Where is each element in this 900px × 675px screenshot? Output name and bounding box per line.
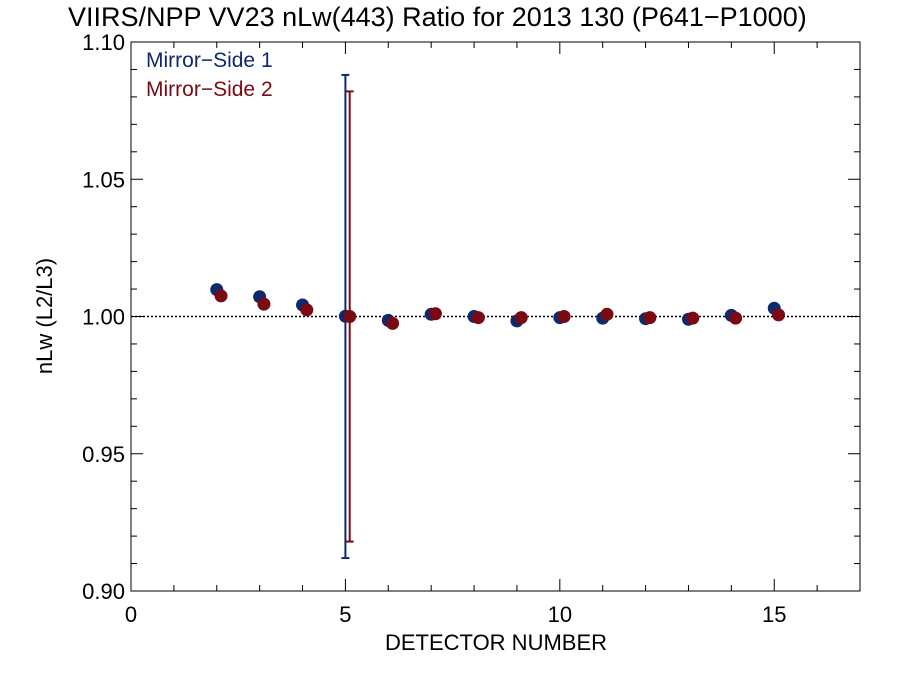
data-point-series-2 xyxy=(428,307,442,321)
data-point-series-2 xyxy=(643,311,657,325)
data-points xyxy=(210,283,786,330)
data-point-series-2 xyxy=(386,316,400,330)
data-point-series-2 xyxy=(343,310,357,323)
axis-ticks xyxy=(130,41,860,592)
legend-entry-mirror-side-1: Mirror−Side 1 xyxy=(146,49,273,72)
data-point-series-2 xyxy=(686,311,700,325)
legend: Mirror−Side 1 Mirror−Side 2 xyxy=(146,49,273,101)
y-axis-label: nLw (L2/L3) xyxy=(32,258,57,374)
data-point-series-2 xyxy=(772,308,786,322)
x-tick-label: 15 xyxy=(762,602,786,627)
data-point-series-2 xyxy=(300,303,314,317)
data-point-series-2 xyxy=(600,307,614,321)
data-point-series-2 xyxy=(257,297,271,311)
x-tick-label: 0 xyxy=(125,602,137,627)
y-tick-label: 1.05 xyxy=(82,167,125,192)
y-tick-label: 1.00 xyxy=(82,305,125,330)
axis-tick-labels: 0 5 10 15 0.90 0.95 1.00 1.05 1.10 xyxy=(82,30,786,627)
x-axis-label: DETECTOR NUMBER xyxy=(385,630,607,655)
y-tick-label: 0.90 xyxy=(82,579,125,604)
y-tick-label: 1.10 xyxy=(82,30,125,55)
data-point-series-2 xyxy=(214,289,228,303)
x-tick-label: 10 xyxy=(548,602,572,627)
data-point-series-2 xyxy=(471,311,485,325)
data-point-series-2 xyxy=(557,310,571,323)
y-tick-label: 0.95 xyxy=(82,442,125,467)
data-point-series-2 xyxy=(514,311,528,325)
legend-entry-mirror-side-2: Mirror−Side 2 xyxy=(146,78,273,101)
data-point-series-2 xyxy=(729,311,743,325)
chart-title: VIIRS/NPP VV23 nLw(443) Ratio for 2013 1… xyxy=(68,2,807,32)
x-tick-label: 5 xyxy=(339,602,351,627)
